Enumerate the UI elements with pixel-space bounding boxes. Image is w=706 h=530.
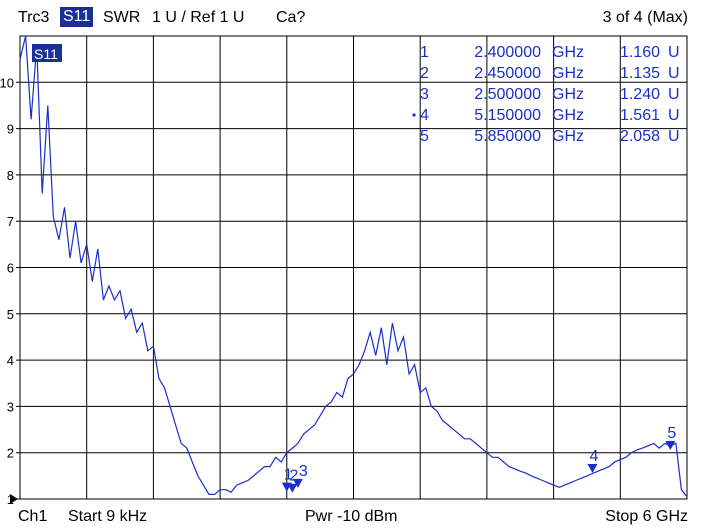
marker-table-unit: GHz [552, 86, 584, 103]
marker-table-id: 4 [420, 107, 429, 124]
ref-level-arrow [10, 494, 18, 504]
parameter-badge[interactable]: S11 [60, 7, 94, 27]
marker-table-unit: GHz [552, 107, 584, 124]
channel-label[interactable]: Ch1 [18, 508, 48, 525]
marker-table-id: 2 [420, 65, 429, 82]
trace-line [19, 35, 688, 498]
marker-table-value-unit: U [668, 65, 680, 82]
marker-label: 5 [667, 425, 676, 442]
marker-table-unit: GHz [552, 128, 584, 145]
marker-table-unit: GHz [552, 65, 584, 82]
stop-frequency[interactable]: Stop 6 GHz [605, 508, 688, 525]
marker-table-id: 1 [420, 44, 429, 61]
trace-name[interactable]: Trc3 [18, 9, 50, 26]
marker-triangle[interactable] [292, 478, 303, 488]
scale-label[interactable]: 1 U / Ref 1 U [152, 9, 245, 26]
y-tick-label: 10 [0, 75, 14, 90]
marker-triangle[interactable] [287, 483, 298, 493]
marker-table-value: 2.058 [620, 128, 660, 145]
y-tick-label: 5 [7, 307, 14, 322]
calibration-status: Ca? [276, 9, 306, 26]
format-label[interactable]: SWR [103, 9, 141, 26]
marker-table-value: 1.160 [620, 44, 660, 61]
marker-table-frequency: 2.500000 [474, 86, 541, 103]
y-tick-label: 8 [7, 168, 14, 183]
marker-table-frequency: 5.850000 [474, 128, 541, 145]
power-level[interactable]: Pwr -10 dBm [305, 508, 398, 525]
marker-table-frequency: 2.450000 [474, 65, 541, 82]
marker-table-value: 1.561 [620, 107, 660, 124]
marker-label: 1 [284, 467, 293, 484]
y-tick-label: 3 [7, 399, 14, 414]
marker-count: 3 of 4 (Max) [602, 9, 688, 26]
start-frequency[interactable]: Start 9 kHz [68, 508, 148, 525]
header-bar: Trc3 S11 SWR 1 U / Ref 1 U Ca? 3 of 4 (M… [0, 0, 706, 36]
y-tick-label: 9 [7, 122, 14, 137]
marker-label: 4 [590, 448, 599, 465]
marker-table-value-unit: U [668, 107, 680, 124]
marker-table-value: 1.135 [620, 65, 660, 82]
marker-table-unit: GHz [552, 44, 584, 61]
marker-table-value: 1.240 [620, 86, 660, 103]
marker-table-id: 5 [420, 128, 429, 145]
trace-label-badge [32, 44, 62, 62]
trace-label-text: S11 [34, 46, 58, 62]
y-tick-label: 2 [7, 446, 14, 461]
y-tick-label: 4 [7, 353, 14, 368]
marker-triangle[interactable] [665, 441, 676, 451]
marker-table-frequency: 5.150000 [474, 107, 541, 124]
marker-table-value-unit: U [668, 128, 680, 145]
marker-label: 3 [299, 463, 308, 480]
marker-table-value-unit: U [668, 86, 680, 103]
marker-triangle[interactable] [587, 464, 598, 474]
marker-table-value-unit: U [668, 44, 680, 61]
active-marker-dot [412, 113, 416, 117]
marker-table-frequency: 2.400000 [474, 44, 541, 61]
marker-label: 2 [289, 468, 298, 485]
marker-table-id: 3 [420, 86, 429, 103]
y-tick-label: 7 [7, 214, 14, 229]
y-tick-label: 6 [7, 261, 14, 276]
